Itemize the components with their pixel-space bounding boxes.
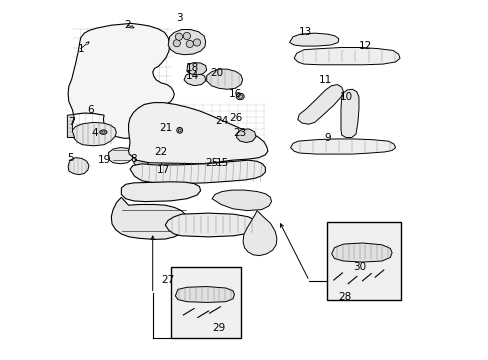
Text: 4: 4 (91, 128, 98, 138)
Text: 29: 29 (212, 323, 225, 333)
Polygon shape (340, 89, 358, 138)
Circle shape (175, 33, 182, 40)
Polygon shape (290, 139, 395, 154)
Polygon shape (175, 287, 234, 302)
Polygon shape (121, 182, 200, 202)
Ellipse shape (177, 127, 182, 133)
Text: 28: 28 (338, 292, 351, 302)
Text: 14: 14 (185, 71, 199, 81)
Text: 8: 8 (130, 154, 137, 164)
Polygon shape (68, 23, 174, 138)
Text: 7: 7 (68, 117, 75, 127)
Polygon shape (236, 129, 256, 143)
Circle shape (173, 40, 180, 47)
Text: 9: 9 (324, 132, 330, 143)
Polygon shape (67, 114, 75, 138)
Circle shape (186, 40, 193, 48)
Text: 22: 22 (154, 147, 167, 157)
Polygon shape (243, 211, 276, 256)
Bar (161, 158, 183, 170)
Text: 27: 27 (161, 275, 174, 285)
Text: 3: 3 (176, 13, 183, 23)
Ellipse shape (100, 130, 107, 134)
Text: 1: 1 (77, 44, 84, 54)
Text: 6: 6 (87, 105, 94, 115)
Text: 18: 18 (185, 63, 199, 73)
Polygon shape (72, 122, 116, 146)
Text: 10: 10 (340, 92, 352, 102)
Text: 15: 15 (215, 158, 228, 168)
Polygon shape (168, 30, 205, 55)
Text: 11: 11 (319, 75, 332, 85)
Text: 16: 16 (229, 89, 242, 99)
Text: 24: 24 (214, 116, 227, 126)
Text: 12: 12 (358, 41, 371, 51)
Text: 13: 13 (298, 27, 311, 37)
Polygon shape (186, 63, 206, 75)
Polygon shape (130, 160, 265, 184)
Polygon shape (165, 213, 257, 237)
Circle shape (183, 32, 190, 40)
Polygon shape (219, 158, 233, 169)
Polygon shape (294, 48, 399, 65)
Polygon shape (140, 147, 160, 161)
Circle shape (193, 39, 200, 46)
Text: 19: 19 (98, 155, 111, 165)
Polygon shape (111, 197, 187, 239)
Ellipse shape (236, 93, 244, 100)
Polygon shape (331, 243, 391, 262)
Text: 21: 21 (159, 123, 172, 133)
Text: 25: 25 (204, 158, 218, 168)
Text: 26: 26 (229, 113, 242, 123)
Text: 17: 17 (156, 165, 169, 175)
Polygon shape (68, 158, 89, 175)
Polygon shape (183, 73, 205, 86)
Text: 23: 23 (233, 128, 246, 138)
Polygon shape (108, 148, 133, 164)
Polygon shape (212, 190, 271, 211)
Text: 5: 5 (67, 153, 74, 163)
Text: 2: 2 (124, 20, 131, 30)
Text: 30: 30 (352, 262, 366, 272)
Polygon shape (297, 85, 343, 124)
Polygon shape (133, 156, 149, 167)
Polygon shape (289, 33, 338, 46)
Polygon shape (206, 69, 242, 89)
Text: 20: 20 (210, 68, 223, 78)
Bar (326, 222, 400, 300)
Polygon shape (128, 103, 267, 164)
Bar (170, 267, 241, 338)
